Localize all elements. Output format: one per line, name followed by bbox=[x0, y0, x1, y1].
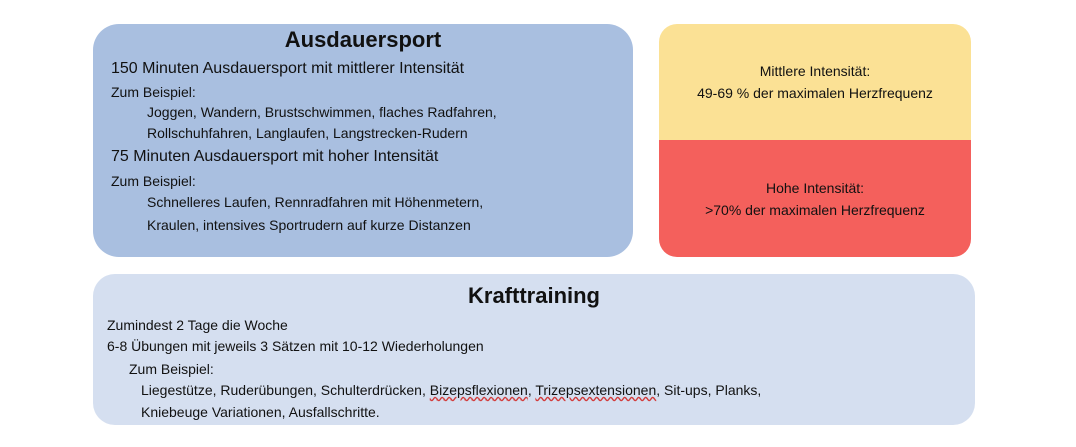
moderate-examples-line2: Rollschuhfahren, Langlaufen, Langstrecke… bbox=[147, 125, 468, 141]
kraft-example-label: Zum Beispiel: bbox=[129, 361, 214, 377]
high-intensity-box: Hohe Intensität: >70% der maximalen Herz… bbox=[659, 140, 971, 257]
kraft-examples-line2: Kniebeuge Variationen, Ausfallschritte. bbox=[141, 404, 380, 420]
kraft-frequency: Zumindest 2 Tage die Woche bbox=[107, 317, 288, 333]
moderate-intensity-value: 49-69 % der maximalen Herzfrequenz bbox=[697, 85, 933, 101]
kraft-examples-part2: , Sit-ups, Planks, bbox=[656, 382, 762, 398]
trizepsextensionen-text: Trizepsextensionen bbox=[535, 382, 657, 398]
kraft-examples-line1: Liegestütze, Ruderübungen, Schulterdrück… bbox=[141, 380, 761, 400]
moderate-intensity-label: Mittlere Intensität: bbox=[759, 63, 871, 79]
ausdauersport-title: Ausdauersport bbox=[284, 27, 442, 52]
high-examples-line1: Schnelleres Laufen, Rennradfahren mit Hö… bbox=[147, 194, 484, 210]
moderate-examples-line1: Joggen, Wandern, Brustschwimmen, flaches… bbox=[147, 104, 497, 120]
bizepsflexionen-text: Bizepsflexionen bbox=[429, 382, 528, 398]
high-intensity-value: >70% der maximalen Herzfrequenz bbox=[705, 201, 925, 218]
high-intensity-label: Hohe Intensität: bbox=[765, 179, 865, 196]
high-heading: 75 Minuten Ausdauersport mit hoher Inten… bbox=[111, 148, 439, 165]
moderate-heading: 150 Minuten Ausdauersport mit mittlerer … bbox=[111, 60, 465, 77]
krafttraining-title: Krafttraining bbox=[468, 283, 600, 308]
kraft-sets: 6-8 Übungen mit jeweils 3 Sätzen mit 10-… bbox=[107, 338, 484, 354]
moderate-intensity-box: Mittlere Intensität: 49-69 % der maximal… bbox=[659, 24, 971, 140]
ausdauersport-box: Ausdauersport 150 Minuten Ausdauersport … bbox=[93, 24, 633, 257]
krafttraining-box: Krafttraining Zumindest 2 Tage die Woche… bbox=[93, 274, 975, 425]
intensity-panel: Mittlere Intensität: 49-69 % der maximal… bbox=[659, 24, 971, 257]
kraft-examples-part1: Liegestütze, Ruderübungen, Schulterdrück… bbox=[141, 382, 430, 398]
kraft-examples-sep: , bbox=[527, 382, 536, 398]
high-example-label: Zum Beispiel: bbox=[111, 173, 196, 189]
high-examples-line2: Kraulen, intensives Sportrudern auf kurz… bbox=[147, 217, 471, 233]
moderate-example-label: Zum Beispiel: bbox=[111, 84, 196, 100]
